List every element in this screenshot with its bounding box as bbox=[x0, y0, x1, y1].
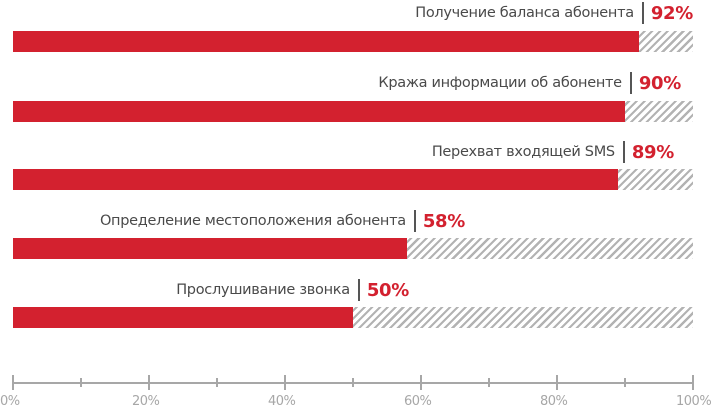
bar-label-group: Получение баланса абонента 92% bbox=[415, 0, 693, 26]
x-tick-label: 80% bbox=[540, 394, 568, 409]
value-label: 89% bbox=[631, 141, 674, 163]
bar-label-group: Определение местоположения абонента 58% bbox=[100, 208, 465, 234]
category-label: Прослушивание звонка bbox=[176, 282, 350, 298]
x-axis-tick-minor bbox=[352, 378, 354, 387]
x-tick-label: 100% bbox=[676, 394, 712, 409]
bar-label-group: Перехват входящей SMS 89% bbox=[432, 139, 674, 165]
label-separator bbox=[641, 2, 644, 24]
category-label: Кража информации об абоненте bbox=[378, 75, 622, 91]
x-axis-tick-minor bbox=[80, 378, 82, 387]
value-label: 92% bbox=[650, 2, 693, 24]
x-tick-label: 0% bbox=[0, 394, 20, 409]
x-axis-tick-major bbox=[148, 375, 150, 390]
bar-track bbox=[13, 238, 693, 259]
bar-fill bbox=[13, 307, 353, 328]
bar-fill bbox=[13, 169, 619, 190]
x-axis-tick-minor bbox=[488, 378, 490, 387]
x-axis-tick-minor bbox=[624, 378, 626, 387]
x-axis-tick-major bbox=[556, 375, 558, 390]
bar-fill bbox=[13, 238, 408, 259]
value-label: 50% bbox=[366, 279, 409, 301]
x-axis-tick-major bbox=[420, 375, 422, 390]
label-separator bbox=[357, 279, 360, 301]
category-label: Получение баланса абонента bbox=[415, 5, 634, 21]
bar-fill bbox=[13, 101, 625, 122]
bar-track bbox=[13, 31, 693, 52]
x-axis-tick-major bbox=[284, 375, 286, 390]
bar-label-group: Прослушивание звонка 50% bbox=[176, 277, 409, 303]
x-axis-tick-major bbox=[692, 375, 694, 390]
x-axis bbox=[12, 372, 694, 392]
x-axis-tick-minor bbox=[216, 378, 218, 387]
bar-track bbox=[13, 307, 693, 328]
category-label: Перехват входящей SMS bbox=[431, 144, 615, 160]
x-axis-tick-major bbox=[12, 375, 14, 390]
bar-fill bbox=[13, 31, 639, 52]
label-separator bbox=[622, 141, 625, 163]
value-label: 90% bbox=[638, 72, 681, 94]
bar-track bbox=[13, 101, 693, 122]
x-tick-label: 40% bbox=[268, 394, 296, 409]
bar-track bbox=[13, 169, 693, 190]
value-label: 58% bbox=[422, 210, 465, 232]
label-separator bbox=[413, 210, 416, 232]
bar-label-group: Кража информации об абоненте 90% bbox=[378, 70, 681, 96]
category-label: Определение местоположения абонента bbox=[99, 213, 406, 229]
x-tick-label: 20% bbox=[132, 394, 160, 409]
x-tick-label: 60% bbox=[404, 394, 432, 409]
label-separator bbox=[629, 72, 632, 94]
